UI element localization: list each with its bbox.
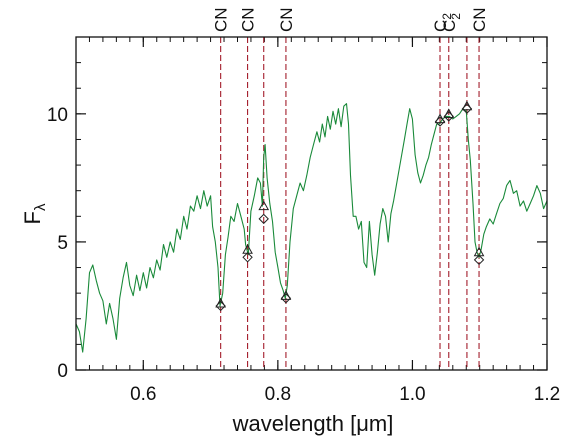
tick-labels: 0.6 0.8 1.0 1.2 0 5 10 [47, 105, 560, 405]
spectrum-line [75, 103, 548, 353]
band-lines [220, 37, 480, 370]
band-label: C2 [431, 13, 454, 32]
triangle-marker [461, 100, 473, 111]
band-label-text: CN [277, 7, 296, 32]
band-label-text: C [431, 20, 450, 32]
y-axis-title: Fλ [20, 203, 49, 224]
plot-frame [75, 36, 548, 371]
y-tick-label: 10 [47, 105, 68, 126]
triangle-marker [434, 113, 446, 124]
triangle-marker [280, 290, 292, 300]
minor-ticks [75, 36, 548, 371]
diamond-marker [434, 116, 446, 127]
band-label: CN [470, 7, 489, 32]
band-label-text: C [440, 20, 459, 32]
diamond-marker [258, 213, 269, 225]
x-tick-label: 0.6 [130, 384, 156, 405]
y-axis-title-sub: λ [32, 203, 49, 211]
triangle-marker [258, 200, 270, 211]
markers [215, 100, 485, 312]
x-axis-title: wavelength [μm] [232, 411, 394, 436]
band-label: CN [212, 7, 231, 32]
band-label: C2 [440, 13, 463, 32]
x-tick-label: 1.0 [399, 384, 425, 405]
band-label-text: CN [239, 7, 258, 32]
diamond-marker [443, 111, 454, 122]
y-tick-label: 0 [57, 361, 68, 382]
diamond-marker [461, 103, 473, 114]
diamond-marker [215, 300, 226, 312]
y-axis-title-main: F [20, 211, 45, 224]
diamond-marker [280, 293, 292, 304]
triangle-marker [215, 297, 227, 308]
y-tick-label: 5 [57, 233, 68, 254]
band-label: CN [239, 7, 258, 32]
x-tick-label: 0.8 [265, 384, 291, 405]
x-tick-label: 1.2 [534, 384, 560, 405]
diamond-marker [242, 252, 253, 263]
band-label-sub: 2 [449, 13, 463, 20]
major-ticks [76, 37, 548, 371]
diamond-marker [473, 254, 485, 266]
band-label-sub: 2 [440, 13, 454, 20]
band-label: CN [277, 7, 296, 32]
band-label-text: CN [470, 7, 489, 32]
triangle-marker [443, 108, 455, 118]
band-label-text: CN [212, 7, 231, 32]
